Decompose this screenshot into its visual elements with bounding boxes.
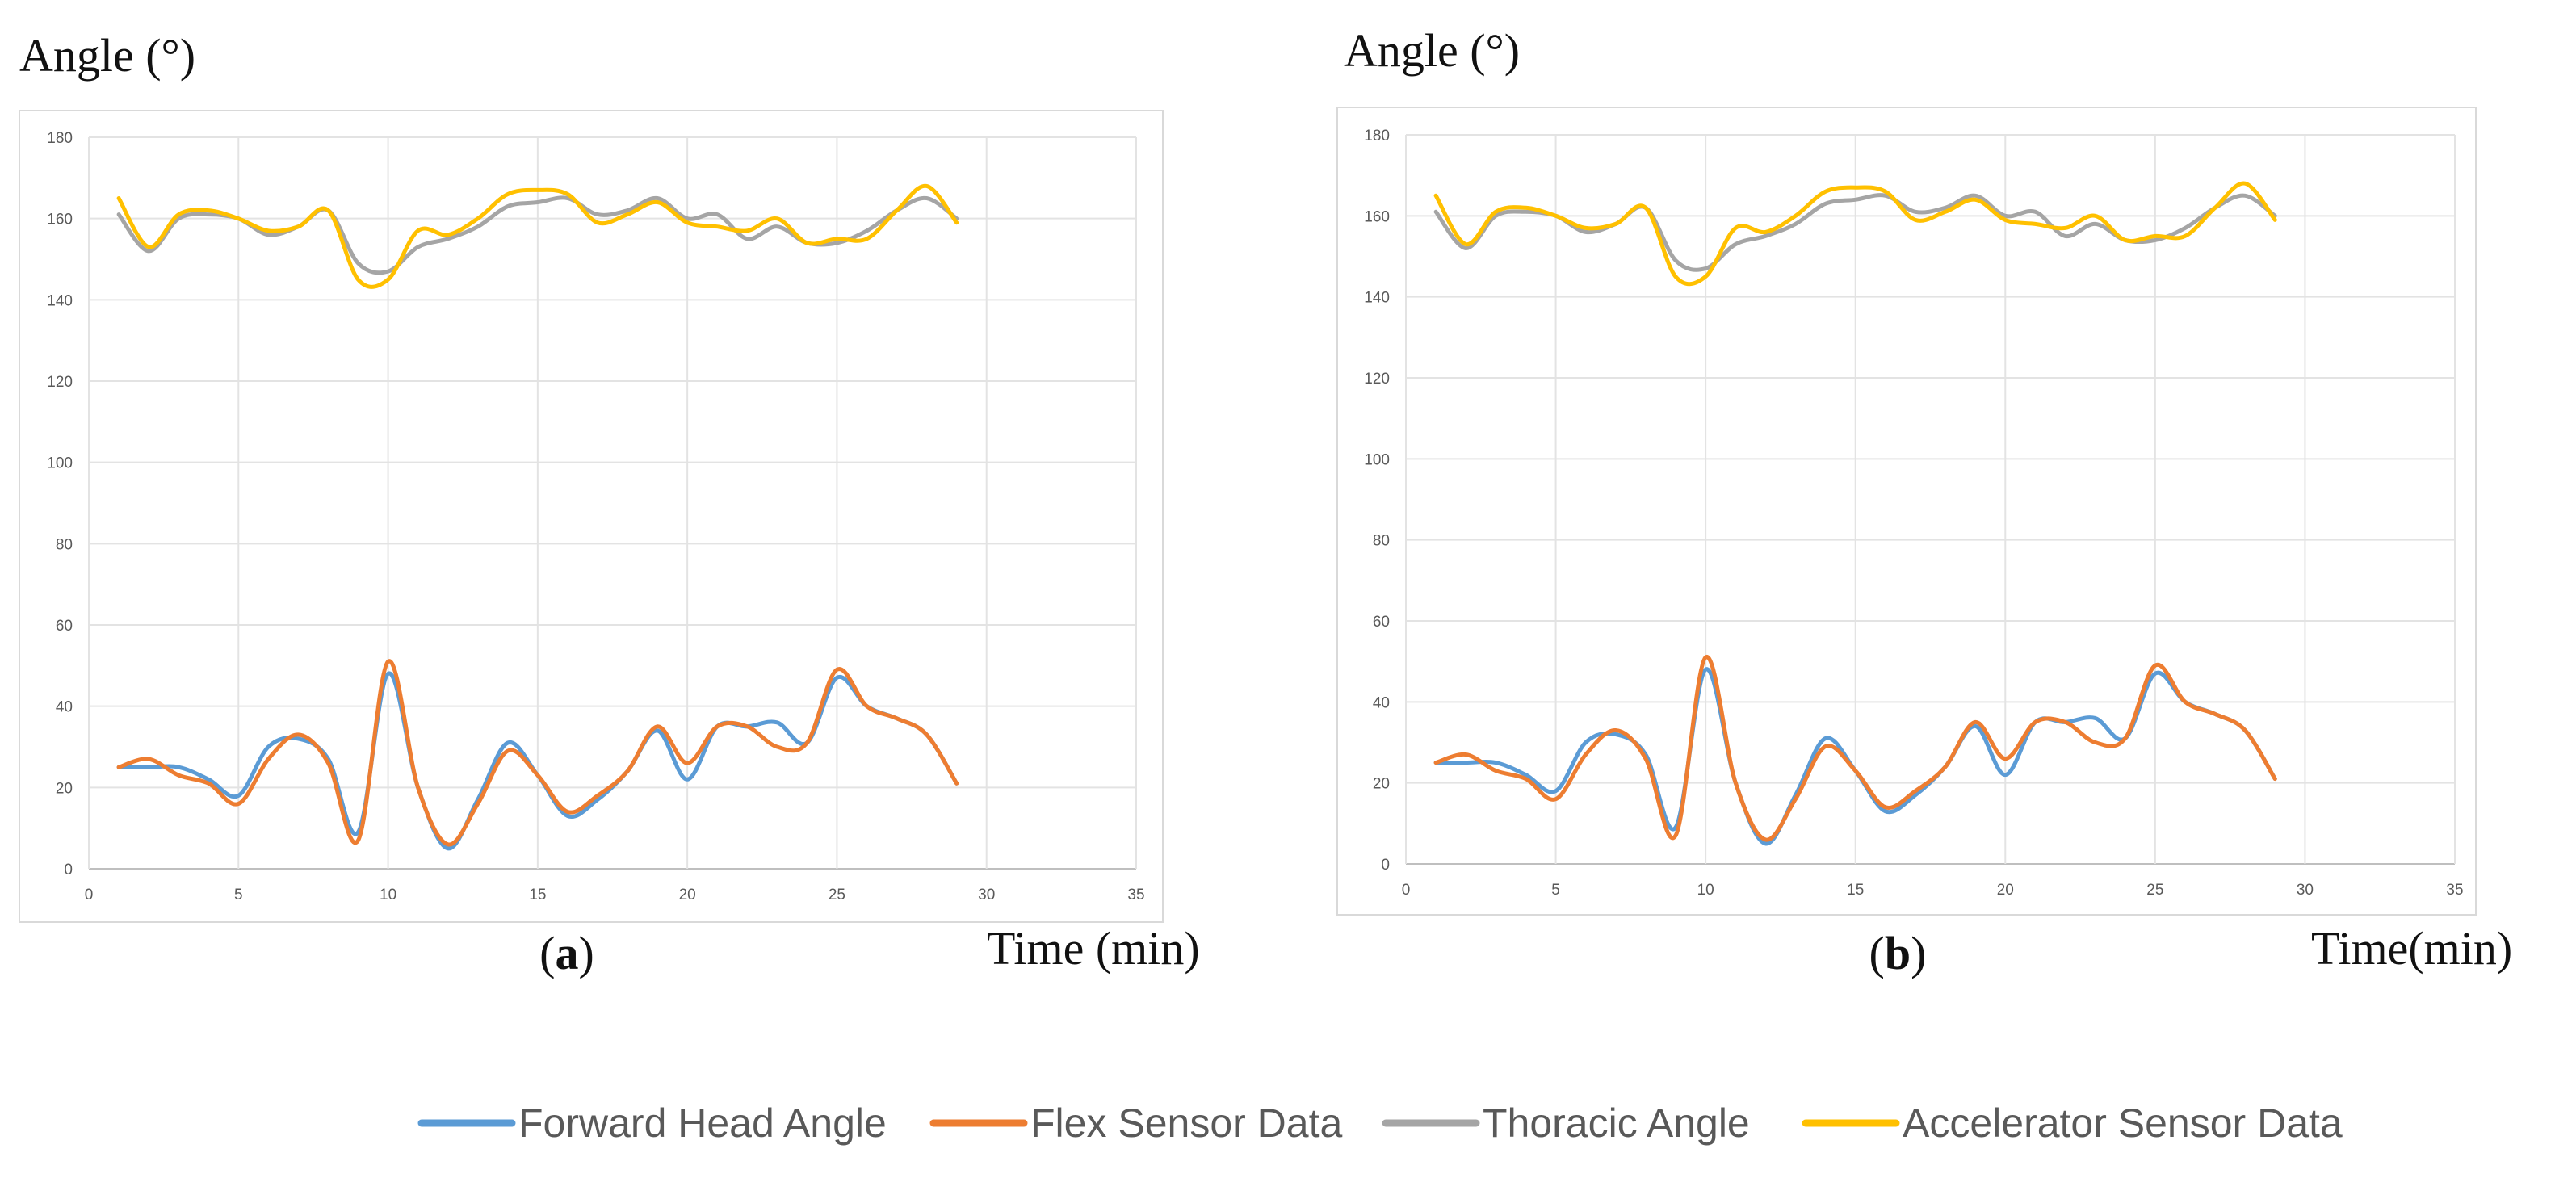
y-tick-label-100: 100 [1364, 451, 1390, 468]
x-tick-label-25: 25 [829, 887, 845, 903]
panel-label-close: ) [1911, 927, 1926, 979]
series-line-flex-sensor-data [116, 659, 959, 847]
y-tick-label-120: 120 [1364, 371, 1390, 388]
x-tick-label-15: 15 [1847, 882, 1864, 899]
legend: Forward Head Angle Flex Sensor Data Thorac… [417, 1100, 2343, 1146]
y-tick-label-160: 160 [1364, 208, 1390, 225]
panel-label-open: ( [1869, 927, 1885, 979]
y-axis-label-b: Angle (°) [1344, 24, 1520, 77]
y-tick-label-60: 60 [1373, 614, 1390, 631]
panel-label-b: (b) [1869, 927, 1927, 979]
y-tick-label-180: 180 [47, 130, 73, 147]
y-tick-label-140: 140 [1364, 290, 1390, 307]
y-tick-label-20: 20 [1373, 776, 1390, 793]
grid-b [1405, 134, 2456, 865]
panel-label-close: ) [579, 927, 594, 979]
y-tick-label-180: 180 [1364, 128, 1390, 145]
x-tick-label-35: 35 [1127, 887, 1144, 903]
x-tick-label-15: 15 [529, 887, 546, 903]
y-tick-label-0: 0 [1381, 857, 1390, 874]
y-tick-label-80: 80 [1373, 533, 1390, 550]
y-tick-label-140: 140 [47, 292, 73, 309]
grid-a [88, 136, 1137, 870]
y-tick-label-120: 120 [47, 374, 73, 391]
panel-label-letter: a [556, 927, 579, 979]
y-tick-label-40: 40 [56, 699, 73, 716]
ticks-b: 0 20 40 60 80 100 120 140 160 180 0 5 10 15 20 25 30 35 [1364, 128, 2463, 899]
chart-panel-a: Angle (°) 0 20 40 60 80 100 120 140 160 180 0 5 10 15… [19, 29, 1200, 979]
ticks-a: 0 20 40 60 80 100 120 140 160 180 0 5 10 15 20 25 30 35 [47, 130, 1144, 903]
legend-label-accelerator-sensor-data: Accelerator Sensor Data [1903, 1100, 2343, 1146]
series-line-accelerator-sensor-data [116, 183, 959, 289]
x-tick-label-25: 25 [2146, 882, 2163, 899]
x-tick-label-30: 30 [2297, 882, 2314, 899]
series-line-accelerator-sensor-data [1433, 181, 2277, 287]
y-tick-label-60: 60 [56, 618, 73, 635]
legend-label-flex-sensor-data: Flex Sensor Data [1030, 1100, 1342, 1146]
chart-panel-b: Angle (°) 0 20 40 60 80 100 120 140 160 180 0 5 10 15… [1336, 24, 2512, 979]
x-tick-label-0: 0 [85, 887, 94, 903]
series-b [1433, 181, 2277, 846]
y-tick-label-160: 160 [47, 212, 73, 228]
y-tick-label-80: 80 [56, 536, 73, 553]
series-line-flex-sensor-data [1433, 655, 2277, 842]
y-tick-label-20: 20 [56, 780, 73, 797]
x-tick-label-20: 20 [679, 887, 696, 903]
x-tick-label-20: 20 [1997, 882, 2014, 899]
x-tick-label-5: 5 [234, 887, 243, 903]
y-tick-label-100: 100 [47, 455, 73, 472]
y-axis-label-a: Angle (°) [19, 29, 195, 82]
x-tick-label-5: 5 [1551, 882, 1560, 899]
legend-label-thoracic-angle: Thoracic Angle [1483, 1100, 1750, 1146]
panel-label-a: (a) [539, 927, 594, 979]
panel-label-letter: b [1885, 927, 1911, 979]
y-tick-label-40: 40 [1373, 694, 1390, 711]
x-tick-label-10: 10 [1697, 882, 1714, 899]
series-a [116, 183, 959, 851]
x-tick-label-10: 10 [380, 887, 396, 903]
x-axis-label-a: Time (min) [987, 922, 1200, 975]
x-axis-label-b: Time(min) [2311, 922, 2512, 975]
legend-label-forward-head-angle: Forward Head Angle [518, 1100, 887, 1146]
x-tick-label-35: 35 [2446, 882, 2463, 899]
x-tick-label-30: 30 [978, 887, 995, 903]
x-tick-label-0: 0 [1402, 882, 1411, 899]
panel-label-open: ( [539, 927, 555, 979]
y-tick-label-0: 0 [64, 861, 73, 878]
